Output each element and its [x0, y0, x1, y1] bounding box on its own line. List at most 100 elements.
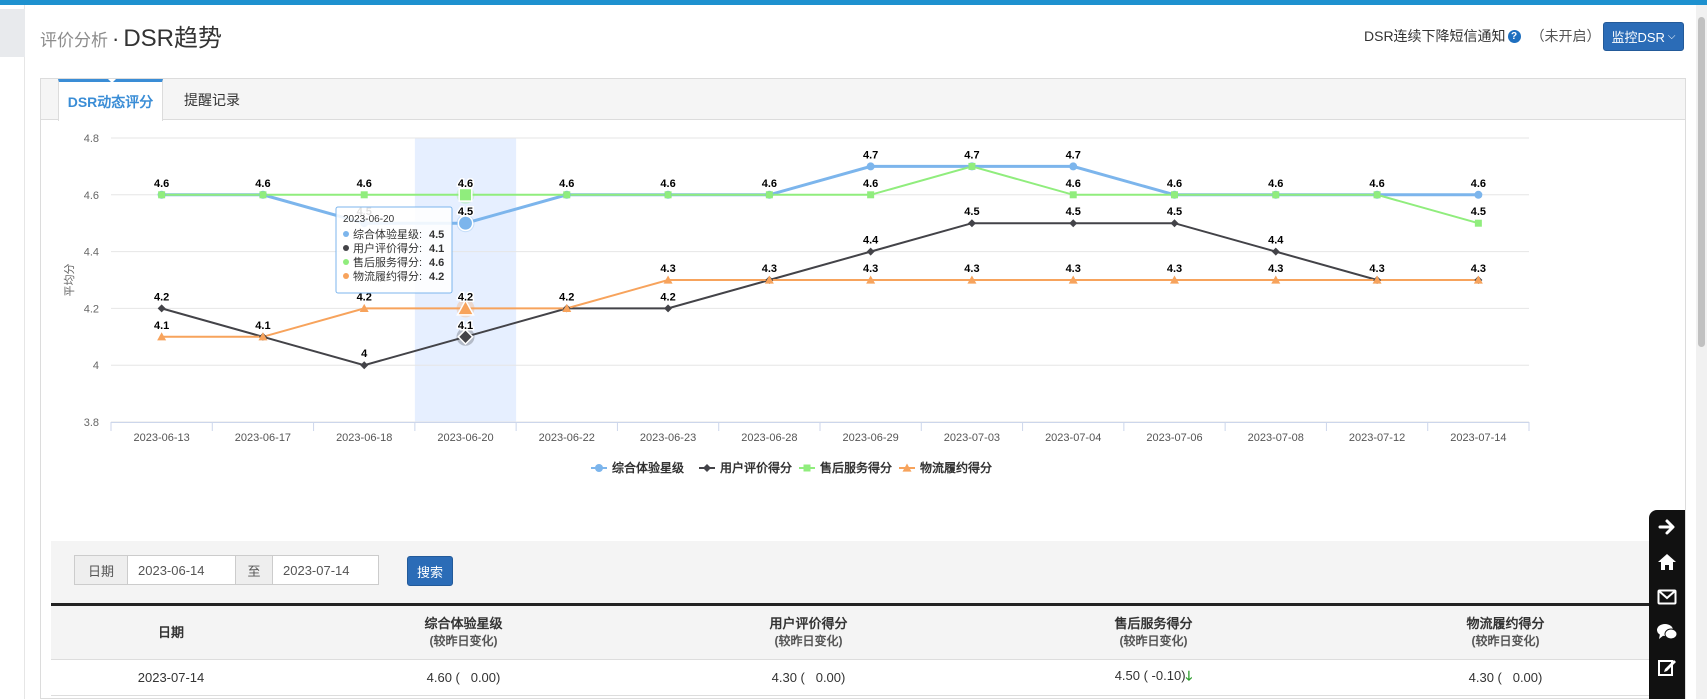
to-label: 至: [235, 556, 273, 584]
data-label: 4.3: [863, 263, 878, 275]
series-4-point: [258, 332, 268, 341]
y-tick-label: 4.8: [84, 133, 99, 145]
data-label: 4.2: [559, 291, 574, 303]
data-label: 4.2: [559, 291, 574, 303]
data-label: 4.6: [154, 178, 169, 190]
y-tick-label: 3.8: [84, 417, 99, 429]
series-4-point: [967, 275, 977, 284]
tab-dsr-score[interactable]: DSR动态评分: [58, 79, 163, 121]
data-label: 4.6: [660, 178, 675, 190]
x-tick-label: 2023-06-13: [134, 432, 190, 444]
col-logistics-title: 物流履约得分: [1466, 616, 1545, 631]
data-label: 4.7: [964, 149, 979, 161]
arrow-down-icon: 🡓: [1185, 667, 1193, 683]
legend-marker: [902, 463, 912, 472]
dsr-trend-chart[interactable]: 3.8 4 4.2 4.4 4.6 4.8 2023-06-13 2023-06-17 2023…: [41, 120, 1685, 541]
page-title: 评价分析 · DSR趋势: [40, 18, 222, 52]
home-icon[interactable]: [1649, 545, 1685, 579]
tab-reminder-records[interactable]: 提醒记录: [172, 79, 252, 120]
cell-logistics: 4.30 ( 0.00): [1326, 659, 1685, 696]
y-axis-label: 平均分: [63, 264, 76, 297]
data-label: 4.7: [964, 149, 979, 161]
data-label: 4.2: [154, 291, 169, 303]
data-label: 4.7: [1066, 149, 1081, 161]
top-accent-bar: [0, 0, 1707, 5]
x-tick-label: 2023-07-03: [944, 432, 1000, 444]
start-date-input[interactable]: [128, 556, 235, 584]
series-3-point: [867, 191, 875, 199]
monitor-dsr-button[interactable]: 监控DSR ⌵: [1603, 22, 1684, 51]
legend-marker: [703, 464, 711, 472]
col-logistics-header: 物流履约得分 (较昨日变化): [1326, 604, 1685, 660]
series-2-point: [360, 361, 369, 370]
mail-icon[interactable]: [1649, 580, 1685, 614]
x-tick-label: 2023-07-06: [1146, 432, 1202, 444]
tooltip-bullet: [343, 259, 349, 265]
chat-icon[interactable]: [1649, 615, 1685, 649]
data-label: 4.6: [255, 178, 270, 190]
col-review-header: 用户评价得分 (较昨日变化): [636, 604, 981, 660]
series-4-point: [764, 275, 774, 284]
search-button[interactable]: 搜索: [407, 556, 453, 586]
series-3-point: [1474, 219, 1482, 227]
tab-notch: [108, 79, 116, 83]
data-label: 4.6: [1167, 178, 1182, 190]
data-label: 4.6: [559, 178, 574, 190]
tooltip-label: 综合体验星级:: [353, 227, 422, 241]
data-label: 4.5: [458, 206, 473, 218]
data-label: 4.6: [1369, 178, 1384, 190]
table-header-row: 日期 综合体验星级 (较昨日变化) 用户评价得分 (较昨日变化) 售后服务得分 (较昨…: [51, 604, 1685, 660]
series-4-point: [866, 275, 876, 284]
data-label: 4.4: [1268, 235, 1284, 247]
data-label: 4.2: [458, 291, 473, 303]
data-label: 4.3: [1268, 263, 1283, 275]
data-label: 4.3: [1369, 263, 1384, 275]
sms-notify-setting: DSR连续下降短信通知 ? （未开启）: [1364, 26, 1601, 46]
breadcrumb-separator: ·: [112, 26, 120, 51]
series-2-point: [1271, 247, 1280, 256]
data-label: 4.5: [1167, 206, 1182, 218]
date-filter-bar: 日期 至 搜索: [51, 541, 1685, 603]
series-line-4: [161, 279, 1479, 338]
data-label: 4.2: [357, 291, 372, 303]
scrollbar-thumb[interactable]: [1698, 17, 1705, 347]
data-label: 4.3: [1066, 263, 1081, 275]
x-tick-label: 2023-07-14: [1450, 432, 1506, 444]
notify-state: （未开启）: [1530, 28, 1601, 44]
series-3-point: [458, 187, 473, 202]
data-label: 4: [361, 348, 368, 360]
x-tick-label: 2023-07-12: [1349, 432, 1405, 444]
data-label: 4.6: [1268, 178, 1283, 190]
cell-review: 4.30 ( 0.00): [636, 659, 981, 696]
arrow-right-icon[interactable]: [1649, 510, 1685, 544]
col-review-title: 用户评价得分: [769, 616, 848, 631]
data-label: 4.3: [964, 263, 979, 275]
end-date-input[interactable]: [273, 556, 378, 584]
data-label: 4.1: [255, 320, 270, 332]
vertical-scrollbar[interactable]: [1696, 5, 1707, 699]
data-label: 4.6: [458, 178, 473, 190]
table-row: 2023-07-14 4.60 ( 0.00) 4.30 ( 0.00) 4.5…: [51, 659, 1685, 696]
tab-reminder-records-label: 提醒记录: [184, 91, 240, 108]
data-label: 4.1: [255, 320, 270, 332]
data-label: 4.6: [255, 178, 270, 190]
help-icon[interactable]: ?: [1507, 29, 1521, 43]
data-label: 4.1: [154, 320, 169, 332]
edit-icon[interactable]: [1649, 650, 1685, 684]
legend-item: 售后服务得分: [820, 460, 892, 475]
data-label: 4.6: [154, 178, 169, 190]
data-label: 4.1: [458, 320, 473, 332]
series-4-point: [1170, 275, 1179, 284]
data-label: 4.6: [1268, 178, 1283, 190]
cell-service-value: 4.50 ( -0.10): [1114, 667, 1186, 683]
cell-service: 4.50 ( -0.10)🡓: [981, 659, 1326, 696]
x-tick-label: 2023-06-29: [843, 432, 899, 444]
x-tick-label: 2023-07-04: [1045, 432, 1101, 444]
data-label: 4.3: [1471, 263, 1486, 275]
data-label: 4.3: [762, 263, 777, 275]
series-2-point: [967, 219, 976, 228]
page-title-text: DSR趋势: [123, 25, 222, 52]
tab-bar: DSR动态评分 提醒记录: [41, 79, 1685, 121]
x-tick-label: 2023-07-08: [1248, 432, 1304, 444]
col-overall-header: 综合体验星级 (较昨日变化): [291, 604, 636, 660]
